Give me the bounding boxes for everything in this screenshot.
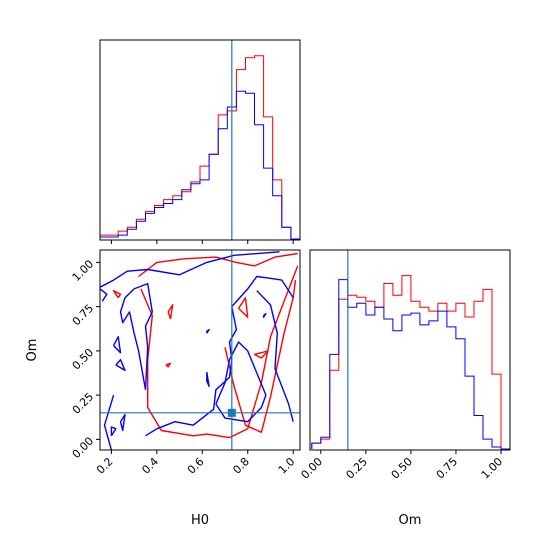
contour-blue-8 bbox=[115, 359, 126, 372]
om-x-tick-label: 0.25 bbox=[344, 455, 371, 482]
om-y-tick-label: 1.00 bbox=[70, 257, 97, 284]
om-y-tick-label: 0.50 bbox=[70, 346, 97, 373]
contour-blue-11 bbox=[262, 313, 267, 318]
h0-tick-label: 0.4 bbox=[139, 455, 161, 477]
om-y-tick-label: 0.75 bbox=[70, 302, 97, 329]
contour-blue-5 bbox=[215, 341, 267, 423]
contour-blue-9 bbox=[206, 371, 210, 387]
contour-blue-1 bbox=[100, 288, 108, 302]
h0-histogram-blue bbox=[100, 90, 300, 240]
contour-red-0 bbox=[138, 252, 298, 278]
h0-histogram-red bbox=[100, 55, 300, 240]
h0-tick-label: 0.2 bbox=[94, 455, 116, 477]
truth-marker bbox=[227, 408, 236, 417]
h0-om-contour-panel: 0.2 0.4 0.6 0.8 1.0 0.00 0.25 0.50 0.75 1.00 bbox=[70, 249, 301, 477]
contour-blue-0 bbox=[100, 251, 280, 288]
om-histogram-blue bbox=[311, 279, 510, 450]
contour-blue-10 bbox=[206, 328, 210, 334]
om-y-tick-label: 0.00 bbox=[70, 434, 97, 461]
h0-histogram-panel bbox=[99, 39, 301, 244]
contour-red-2 bbox=[224, 280, 297, 433]
h0-tick-label: 1.0 bbox=[276, 455, 298, 477]
contour-red-4 bbox=[167, 304, 174, 320]
om-y-axis-label: Om bbox=[25, 339, 40, 362]
contour-red-5 bbox=[238, 297, 249, 318]
om-y-tick-label: 0.25 bbox=[70, 390, 97, 417]
contour-frame bbox=[99, 249, 301, 451]
contour-blue-2 bbox=[103, 394, 115, 450]
contour-blue-12 bbox=[119, 413, 126, 432]
om-histogram-frame bbox=[309, 249, 511, 451]
om-histogram-panel: 0.00 0.25 0.50 0.75 1.00 bbox=[299, 249, 511, 482]
contour-red-3 bbox=[112, 290, 122, 299]
contour-blue-13 bbox=[110, 426, 117, 437]
om-x-tick-label: 0.50 bbox=[389, 455, 416, 482]
contour-red-1 bbox=[140, 265, 299, 439]
h0-tick-label: 0.6 bbox=[185, 455, 207, 477]
om-histogram-red bbox=[311, 275, 510, 450]
om-x-tick-label: 0.75 bbox=[434, 455, 461, 482]
h0-histogram-frame bbox=[99, 39, 301, 241]
contour-blue-4 bbox=[256, 290, 294, 422]
contour-red-7 bbox=[165, 362, 172, 368]
contour-blue-7 bbox=[112, 336, 122, 354]
om-x-axis-label: Om bbox=[399, 513, 422, 528]
om-x-tick-label: 0.00 bbox=[299, 455, 326, 482]
h0-axis-label: H0 bbox=[191, 513, 209, 528]
contour-red-6 bbox=[253, 350, 269, 359]
contour-blue-3 bbox=[145, 275, 294, 437]
contour-blue-6 bbox=[119, 282, 153, 390]
om-x-tick-label: 1.00 bbox=[479, 455, 506, 482]
h0-tick-label: 0.8 bbox=[230, 455, 252, 477]
